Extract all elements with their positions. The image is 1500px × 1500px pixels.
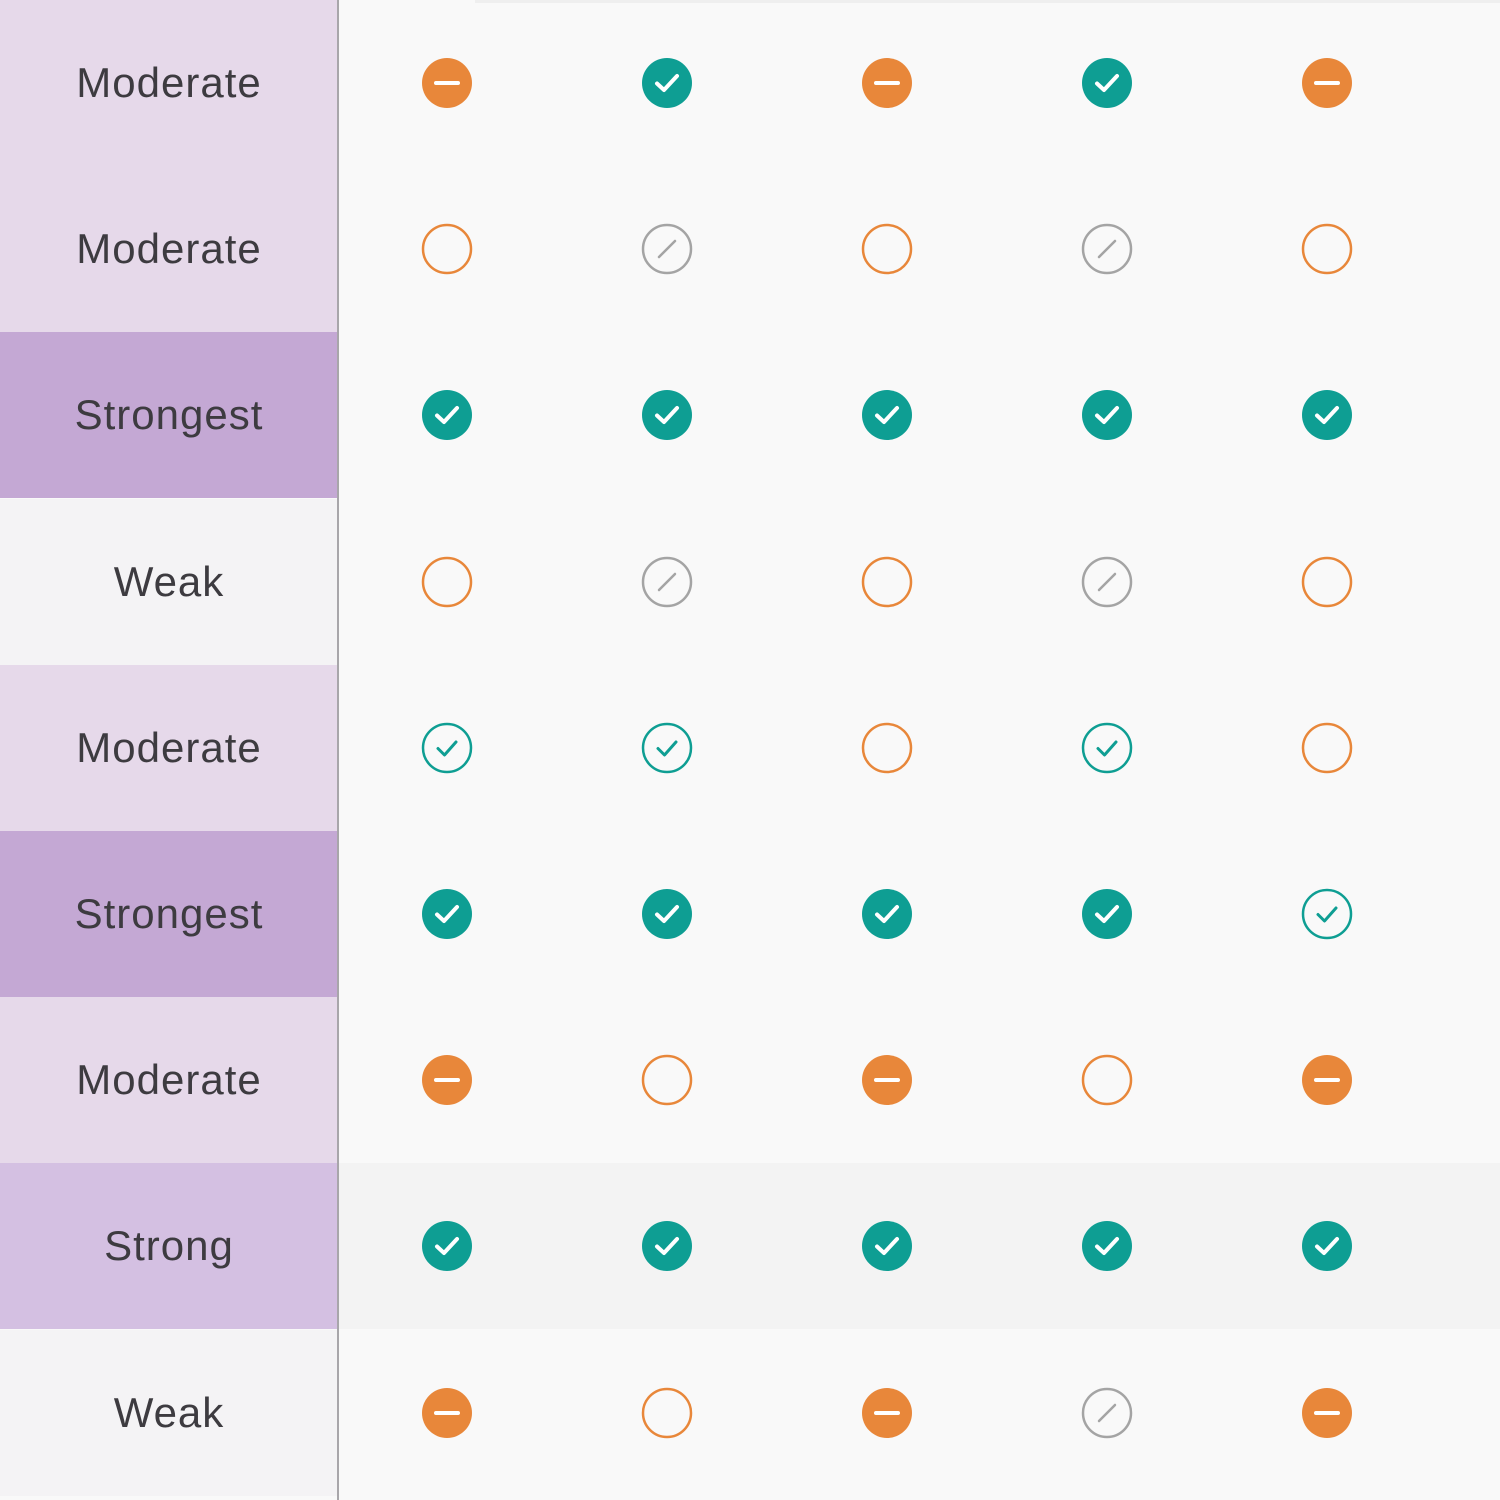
minus-filled-icon — [421, 1054, 473, 1106]
check-filled-icon — [861, 389, 913, 441]
table-row: Moderate — [0, 166, 1500, 333]
empty-circle-icon — [421, 223, 473, 275]
empty-circle-icon — [1301, 556, 1353, 608]
slash-icon — [641, 223, 693, 275]
empty-circle-icon — [1081, 1054, 1133, 1106]
slash-icon — [1081, 556, 1133, 608]
top-edge — [475, 0, 1500, 3]
table-row: Strongest — [0, 831, 1500, 997]
row-cells — [338, 1330, 1500, 1496]
column-divider — [337, 0, 339, 1500]
empty-circle-icon — [421, 556, 473, 608]
check-filled-icon — [641, 57, 693, 109]
check-outline-icon — [641, 722, 693, 774]
row-label-moderate: Moderate — [0, 166, 338, 333]
row-label-strongest: Strongest — [0, 831, 338, 997]
minus-filled-icon — [861, 1387, 913, 1439]
minus-filled-icon — [861, 1054, 913, 1106]
check-filled-icon — [421, 888, 473, 940]
minus-filled-icon — [1301, 57, 1353, 109]
check-filled-icon — [1301, 1220, 1353, 1272]
check-filled-icon — [861, 888, 913, 940]
slash-icon — [1081, 223, 1133, 275]
table-row: Strong — [0, 1163, 1500, 1330]
table-row: Moderate — [0, 664, 1500, 831]
empty-circle-icon — [861, 223, 913, 275]
check-filled-icon — [1081, 389, 1133, 441]
row-label-weak: Weak — [0, 1329, 338, 1496]
check-filled-icon — [861, 1220, 913, 1272]
check-filled-icon — [1081, 888, 1133, 940]
row-cells — [338, 665, 1500, 831]
row-cells — [338, 332, 1500, 498]
minus-filled-icon — [421, 57, 473, 109]
check-outline-icon — [1301, 888, 1353, 940]
check-filled-icon — [641, 888, 693, 940]
row-label-moderate: Moderate — [0, 664, 338, 831]
row-label-strongest: Strongest — [0, 332, 338, 499]
check-filled-icon — [421, 389, 473, 441]
check-filled-icon — [1081, 1220, 1133, 1272]
minus-filled-icon — [421, 1387, 473, 1439]
table-row: Weak — [0, 498, 1500, 665]
slash-icon — [641, 556, 693, 608]
empty-circle-icon — [861, 556, 913, 608]
table-row: Strongest — [0, 332, 1500, 499]
check-filled-icon — [641, 389, 693, 441]
table-row: Moderate — [0, 997, 1500, 1164]
check-filled-icon — [1301, 389, 1353, 441]
empty-circle-icon — [641, 1387, 693, 1439]
empty-circle-icon — [641, 1054, 693, 1106]
empty-circle-icon — [1301, 223, 1353, 275]
row-cells — [338, 997, 1500, 1163]
row-cells — [338, 831, 1500, 997]
row-cells — [338, 499, 1500, 665]
row-cells — [338, 0, 1500, 166]
row-cells — [338, 1163, 1500, 1329]
minus-filled-icon — [861, 57, 913, 109]
slash-icon — [1081, 1387, 1133, 1439]
check-filled-icon — [1081, 57, 1133, 109]
row-label-strong: Strong — [0, 1163, 338, 1330]
check-outline-icon — [421, 722, 473, 774]
minus-filled-icon — [1301, 1387, 1353, 1439]
check-outline-icon — [1081, 722, 1133, 774]
row-cells — [338, 166, 1500, 332]
row-label-moderate: Moderate — [0, 997, 338, 1164]
minus-filled-icon — [1301, 1054, 1353, 1106]
row-label-weak: Weak — [0, 498, 338, 665]
check-filled-icon — [421, 1220, 473, 1272]
check-filled-icon — [641, 1220, 693, 1272]
table-row: Weak — [0, 1329, 1500, 1496]
empty-circle-icon — [1301, 722, 1353, 774]
row-label-moderate: Moderate — [0, 0, 338, 166]
empty-circle-icon — [861, 722, 913, 774]
table-row: Moderate — [0, 0, 1500, 166]
